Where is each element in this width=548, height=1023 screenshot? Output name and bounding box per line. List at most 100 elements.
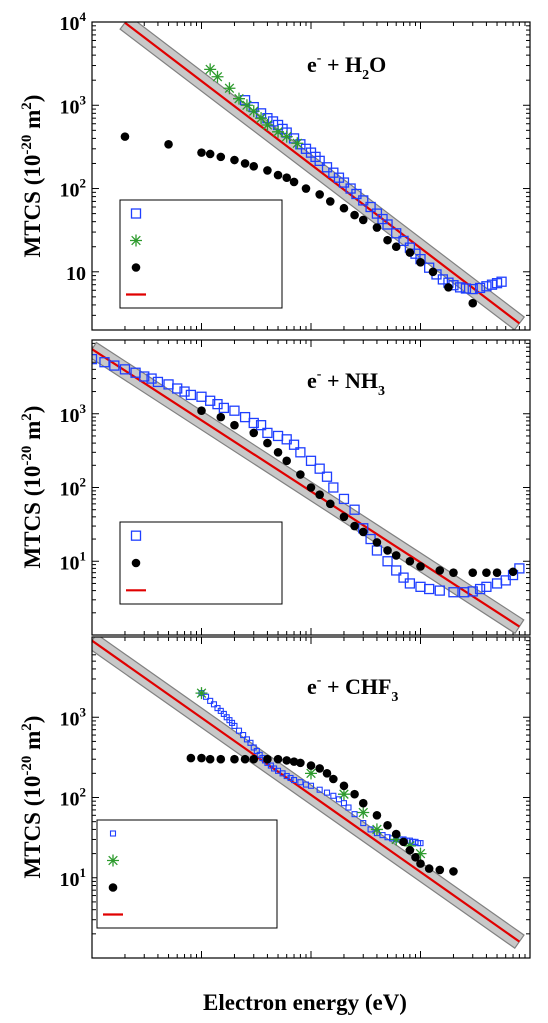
- data-point: [468, 298, 478, 308]
- y-axis-label: MTCS (10-20 m2): [19, 406, 45, 569]
- data-point: [263, 754, 272, 764]
- data-point: [216, 152, 226, 162]
- data-point: [337, 788, 350, 801]
- data-point: [351, 188, 362, 200]
- data-point: [305, 455, 317, 466]
- panel-2: 103 102 101 e- + NH3: [60, 339, 531, 636]
- data-point: [358, 195, 369, 206]
- data-point: [474, 583, 486, 595]
- data-point: [351, 811, 358, 818]
- plot-frame: [91, 636, 531, 959]
- reaction-label: e- + NH3: [307, 367, 385, 399]
- data-point: [152, 376, 164, 388]
- data-point: [382, 556, 393, 567]
- data-point: [383, 235, 392, 245]
- markers-yousfi-et-al: [120, 132, 478, 308]
- legend-marker: [131, 558, 141, 568]
- data-point: [109, 360, 120, 371]
- data-point: [383, 821, 392, 830]
- data-point: [496, 276, 507, 287]
- data-point: [350, 210, 359, 220]
- data-point: [210, 701, 218, 708]
- data-point: [119, 364, 131, 375]
- data-point: [481, 281, 492, 292]
- data-point: [273, 170, 283, 180]
- data-point: [350, 789, 359, 799]
- data-point: [315, 190, 324, 199]
- y-tick-label: 103: [60, 401, 87, 427]
- series-born-dipole: [92, 637, 525, 949]
- data-point: [195, 687, 208, 700]
- data-point: [273, 448, 283, 457]
- y-tick-label: 102: [60, 475, 87, 501]
- data-point: [307, 782, 315, 789]
- data-point: [255, 420, 267, 431]
- data-point: [197, 406, 206, 415]
- data-point: [288, 439, 300, 450]
- data-point: [261, 118, 274, 131]
- data-point: [340, 800, 348, 807]
- data-point: [330, 792, 337, 799]
- data-point: [204, 63, 217, 76]
- data-point: [399, 837, 408, 847]
- panel-1: 104 103 102 10 e- + H2O: [60, 9, 531, 331]
- data-point: [350, 521, 359, 531]
- data-point: [197, 148, 206, 157]
- data-point: [172, 383, 183, 394]
- data-point: [197, 753, 206, 763]
- y-tick-label: 102: [60, 785, 87, 811]
- data-point: [235, 727, 243, 734]
- data-point: [403, 839, 416, 852]
- data-point: [372, 223, 382, 232]
- data-point: [339, 203, 349, 213]
- data-point: [492, 568, 502, 577]
- series-group: [92, 341, 525, 635]
- data-point: [262, 427, 273, 439]
- born-dipole-line: [92, 348, 520, 628]
- data-point: [314, 155, 325, 167]
- data-point: [301, 184, 311, 193]
- legend-box: [119, 521, 283, 605]
- data-point: [232, 92, 245, 105]
- y-axis-label: MTCS (10-20 m2): [19, 95, 45, 258]
- data-point: [306, 761, 316, 770]
- data-point: [345, 804, 352, 811]
- data-point: [296, 758, 305, 768]
- data-point: [358, 527, 368, 537]
- data-point: [329, 774, 338, 784]
- born-dipole-line: [124, 22, 521, 325]
- data-point: [454, 282, 466, 293]
- data-point: [205, 149, 215, 159]
- data-point: [205, 395, 216, 406]
- y-tick-label: 101: [60, 865, 87, 891]
- data-point: [139, 371, 150, 382]
- y-tick-label: 103: [60, 92, 87, 118]
- data-point: [92, 353, 98, 365]
- data-point: [250, 744, 257, 751]
- data-point: [229, 405, 240, 416]
- data-point: [282, 756, 292, 765]
- data-point: [325, 499, 335, 509]
- data-point: [295, 447, 306, 458]
- data-point: [146, 373, 157, 384]
- axis-ticks: [91, 22, 530, 331]
- data-point: [335, 796, 343, 803]
- data-point: [449, 568, 458, 577]
- data-point: [345, 183, 356, 194]
- data-point: [416, 562, 425, 571]
- data-point: [435, 865, 445, 875]
- data-point: [417, 840, 424, 847]
- data-point: [186, 753, 196, 763]
- data-point: [339, 512, 349, 522]
- data-point: [283, 773, 290, 780]
- data-point: [321, 162, 333, 173]
- data-point: [391, 228, 402, 239]
- markers-hayashi: [92, 353, 525, 598]
- reaction-label: e- + H2O: [307, 51, 386, 83]
- data-point: [218, 402, 230, 414]
- data-point: [411, 852, 420, 862]
- data-point: [282, 456, 292, 466]
- data-point: [328, 482, 339, 493]
- data-point: [468, 568, 478, 577]
